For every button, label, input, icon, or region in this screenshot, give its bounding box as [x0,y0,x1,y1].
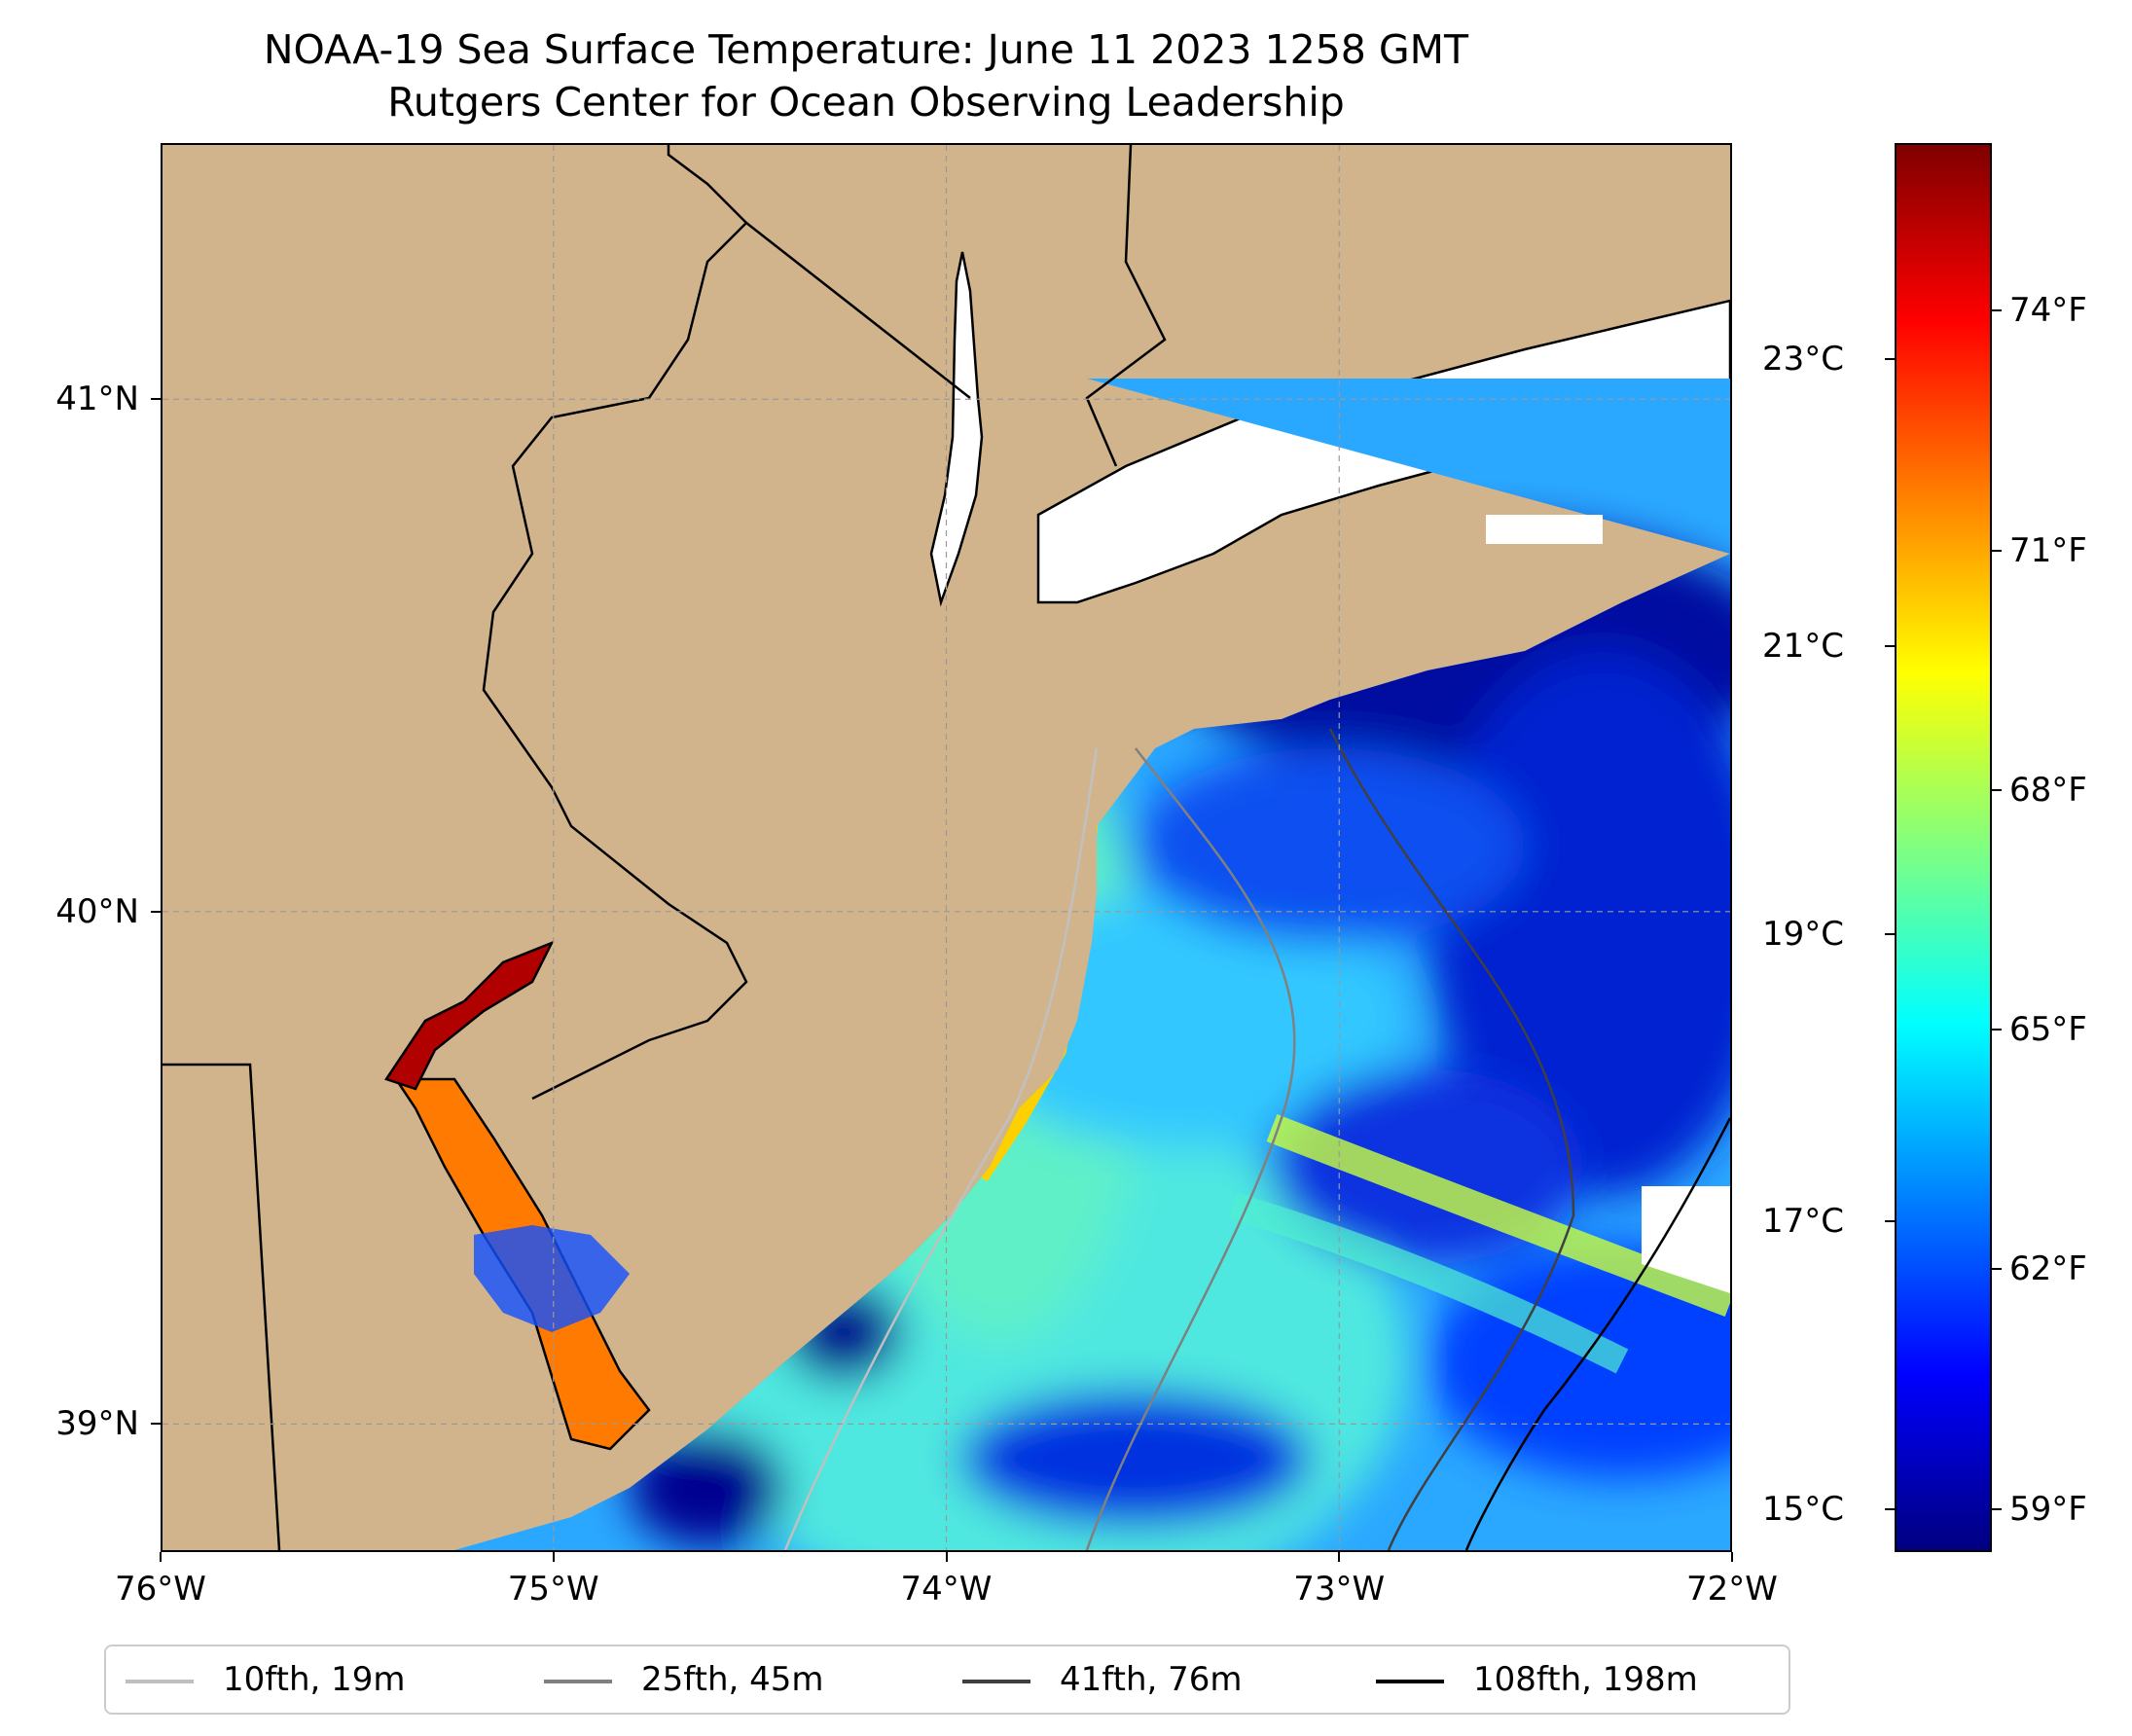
y-tick-mark [151,910,161,913]
fahrenheit-tick-label: 59°F [2009,1489,2087,1529]
legend: 10fth, 19m 25fth, 45m 41fth, 76m 108fth,… [104,1645,1790,1715]
fahrenheit-tick-mark [1992,549,2002,552]
fahrenheit-tick-mark [1992,309,2002,312]
celsius-tick-mark [1885,932,1895,935]
celsius-tick-label: 19°C [1762,914,1845,954]
x-tick-label: 76°W [115,1570,206,1609]
x-tick-label: 75°W [507,1570,599,1609]
celsius-tick-mark [1885,1507,1895,1510]
cloud-gap-1 [1642,1186,1730,1293]
delaware-river [384,940,555,1091]
fahrenheit-tick-label: 74°F [2009,291,2087,331]
x-tick-label: 73°W [1293,1570,1386,1609]
isobath-198m [1464,1117,1730,1550]
isobath-45m [1085,747,1296,1550]
fahrenheit-tick-mark [1992,1507,2002,1510]
celsius-tick-label: 17°C [1762,1202,1845,1242]
legend-label: 25fth, 45m [641,1660,824,1699]
y-tick-label: 39°N [55,1404,139,1444]
fahrenheit-tick-mark [1992,788,2002,791]
x-tick-label: 74°W [900,1570,993,1609]
fahrenheit-tick-label: 71°F [2009,530,2087,570]
y-tick-label: 41°N [55,380,139,419]
legend-swatch [126,1680,194,1683]
legend-swatch [1376,1680,1444,1683]
chart-title-line2: Rutgers Center for Ocean Observing Leade… [387,79,1345,126]
celsius-tick-mark [1885,357,1895,360]
x-tick-mark [552,1552,555,1562]
celsius-tick-label: 15°C [1762,1489,1845,1529]
fahrenheit-tick-label: 62°F [2009,1249,2087,1289]
legend-label: 41fth, 76m [1060,1660,1243,1699]
isobath-76m [1328,728,1575,1550]
legend-swatch [962,1680,1030,1683]
fahrenheit-tick-mark [1992,1029,2002,1031]
sst-map [163,145,1730,1550]
nj-pa-border [482,145,748,1101]
fahrenheit-tick-label: 65°F [2009,1010,2087,1050]
x-tick-mark [160,1552,162,1562]
map-panel [161,143,1732,1552]
chart-title-line1: NOAA-19 Sea Surface Temperature: June 11… [263,26,1469,73]
celsius-tick-label: 21°C [1762,627,1845,667]
delaware-border [163,1063,281,1550]
y-tick-mark [151,1423,161,1426]
celsius-tick-mark [1885,1220,1895,1223]
x-tick-label: 72°W [1686,1570,1778,1609]
y-tick-mark [151,398,161,401]
cloud-gap-2 [1486,515,1603,544]
nj-ny-border [745,222,971,399]
y-tick-label: 40°N [55,891,139,931]
fahrenheit-tick-label: 68°F [2009,770,2087,810]
legend-label: 10fth, 19m [223,1660,406,1699]
legend-swatch [544,1680,612,1683]
celsius-tick-mark [1885,645,1895,648]
legend-label: 108fth, 198m [1473,1660,1698,1699]
x-tick-mark [945,1552,948,1562]
fahrenheit-tick-mark [1992,1268,2002,1271]
celsius-tick-label: 23°C [1762,339,1845,379]
hudson-river [929,251,984,607]
ny-ct-border [1085,145,1167,467]
x-tick-mark [1338,1552,1341,1562]
x-tick-mark [1731,1552,1733,1562]
delaware-bay-cold-patch [474,1225,630,1332]
colorbar [1895,143,1992,1552]
